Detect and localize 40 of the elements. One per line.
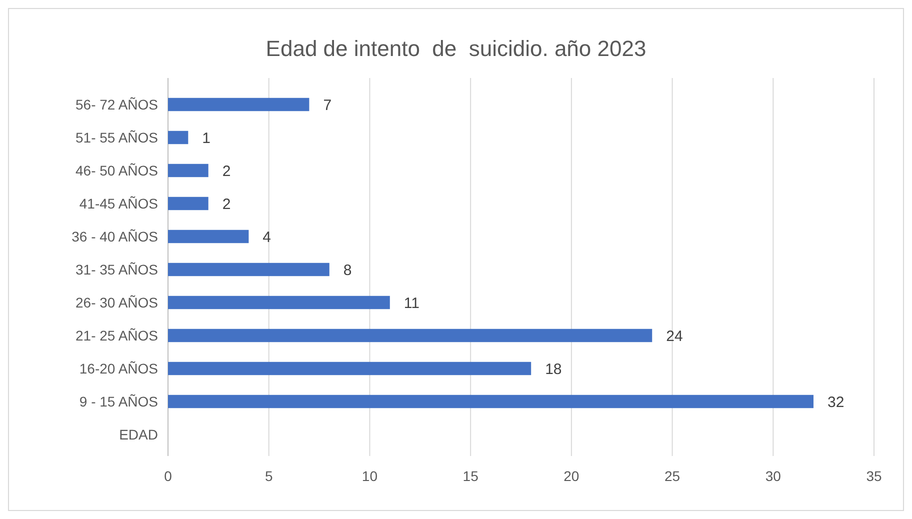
- x-tick-label: 25: [664, 468, 680, 484]
- y-tick-label: 9 - 15 AÑOS: [79, 393, 158, 410]
- bar: [168, 328, 652, 342]
- bar: [168, 394, 814, 408]
- data-label: 1: [202, 130, 211, 147]
- y-tick-label: 41-45 AÑOS: [79, 195, 158, 212]
- bar: [168, 262, 330, 276]
- x-tick-label: 0: [164, 468, 172, 484]
- x-tick-label: 15: [462, 468, 479, 484]
- bar: [168, 164, 208, 178]
- data-label: 11: [404, 294, 420, 312]
- bar: [168, 296, 390, 310]
- data-label: 7: [323, 96, 332, 114]
- x-tick-label: 20: [564, 468, 580, 484]
- data-label: 2: [222, 162, 231, 180]
- data-label: 4: [262, 228, 272, 246]
- x-tick-label: 10: [362, 468, 378, 484]
- bar: [168, 130, 188, 144]
- bar: [168, 230, 249, 244]
- x-tick-label: 5: [264, 468, 273, 484]
- y-tick-label: 46- 50 AÑOS: [76, 162, 158, 178]
- y-tick-label: 31- 35 AÑOS: [76, 261, 158, 278]
- data-label: 32: [827, 394, 844, 411]
- data-label: 2: [222, 196, 231, 213]
- y-tick-label: EDAD: [119, 426, 158, 442]
- bar: [168, 98, 310, 112]
- chart-title: Edad de intento de suicidio. año 2023: [266, 36, 646, 61]
- x-tick-label: 30: [765, 468, 782, 484]
- data-label: 18: [545, 360, 562, 378]
- data-label: 24: [666, 328, 683, 345]
- y-tick-label: 56- 72 AÑOS: [76, 96, 158, 112]
- bar: [168, 196, 208, 210]
- data-label: 8: [343, 262, 352, 279]
- y-tick-label: 51- 55 AÑOS: [76, 129, 158, 146]
- y-tick-label: 36 - 40 AÑOS: [72, 228, 158, 244]
- bar: [168, 362, 532, 376]
- x-tick-label: 35: [866, 468, 882, 484]
- y-tick-label: 26- 30 AÑOS: [76, 294, 158, 310]
- y-tick-label: 21- 25 AÑOS: [76, 327, 158, 344]
- y-tick-label: 16-20 AÑOS: [79, 360, 158, 376]
